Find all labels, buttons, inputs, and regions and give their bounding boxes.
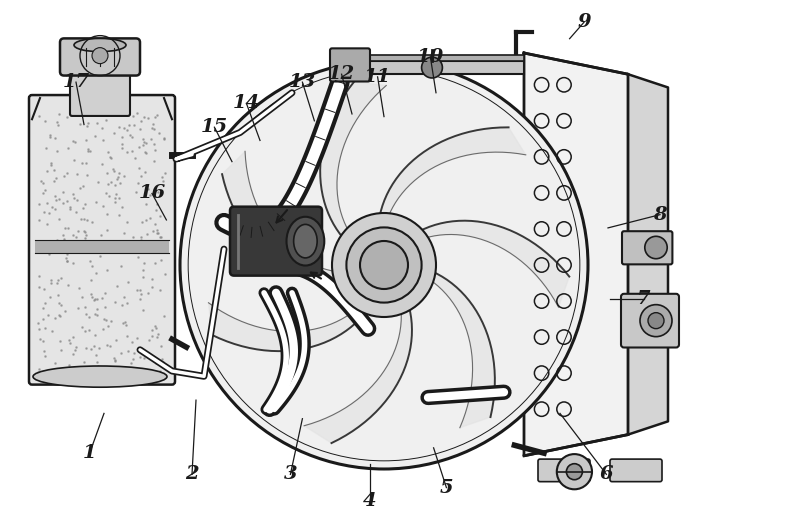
Text: 8: 8 <box>653 206 667 224</box>
Circle shape <box>557 454 592 489</box>
FancyBboxPatch shape <box>230 207 322 276</box>
Text: 1: 1 <box>82 444 97 462</box>
FancyBboxPatch shape <box>610 459 662 482</box>
Ellipse shape <box>33 366 167 387</box>
Polygon shape <box>209 289 378 351</box>
Circle shape <box>645 236 667 259</box>
Text: 3: 3 <box>283 465 298 483</box>
Bar <box>344 61 524 74</box>
Bar <box>344 55 524 61</box>
FancyBboxPatch shape <box>538 459 590 482</box>
Polygon shape <box>524 53 628 456</box>
Text: 13: 13 <box>289 73 316 91</box>
Text: 4: 4 <box>362 492 377 510</box>
FancyBboxPatch shape <box>70 56 130 116</box>
Ellipse shape <box>286 217 324 266</box>
Polygon shape <box>401 220 570 307</box>
Circle shape <box>332 213 436 317</box>
Circle shape <box>180 61 588 469</box>
Bar <box>35 240 169 253</box>
Polygon shape <box>410 265 495 428</box>
Text: 5: 5 <box>439 479 454 497</box>
Text: 12: 12 <box>328 65 355 83</box>
Polygon shape <box>304 286 412 443</box>
Ellipse shape <box>74 38 126 52</box>
Text: 2: 2 <box>185 465 199 483</box>
Text: 16: 16 <box>138 184 166 202</box>
Circle shape <box>648 313 664 329</box>
Circle shape <box>92 48 108 64</box>
Polygon shape <box>378 127 526 239</box>
Circle shape <box>346 227 422 303</box>
Polygon shape <box>320 82 386 253</box>
Polygon shape <box>628 74 668 435</box>
FancyBboxPatch shape <box>621 294 679 348</box>
Circle shape <box>566 464 582 480</box>
Text: 6: 6 <box>599 465 614 483</box>
Polygon shape <box>222 152 360 280</box>
Text: 15: 15 <box>201 118 228 136</box>
Circle shape <box>640 305 672 337</box>
Text: 11: 11 <box>364 68 391 86</box>
FancyBboxPatch shape <box>60 38 140 76</box>
Text: 9: 9 <box>577 13 591 31</box>
FancyBboxPatch shape <box>330 48 370 82</box>
Ellipse shape <box>294 224 317 258</box>
Text: 10: 10 <box>417 48 444 66</box>
Text: 14: 14 <box>233 94 260 112</box>
Text: 7: 7 <box>637 290 651 308</box>
Circle shape <box>360 241 408 289</box>
FancyBboxPatch shape <box>622 231 672 264</box>
Text: 17: 17 <box>62 73 90 91</box>
FancyBboxPatch shape <box>29 95 175 385</box>
Circle shape <box>422 57 442 78</box>
